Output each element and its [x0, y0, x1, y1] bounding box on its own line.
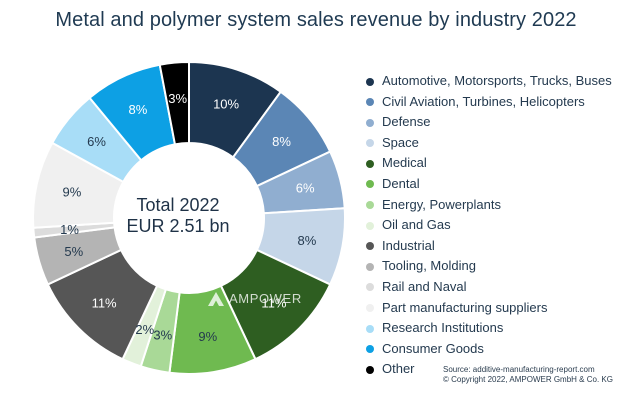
source-line: Source: additive-manufacturing-report.co… [443, 365, 595, 374]
legend-item-space: Space [366, 133, 612, 154]
legend-item-oil-and-gas: Oil and Gas [366, 215, 612, 236]
slice-label-other: 3% [168, 91, 187, 106]
center-total-value: EUR 2.51 bn [126, 216, 230, 236]
legend-swatch [366, 304, 374, 313]
slice-group [32, 60, 346, 375]
legend-swatch [366, 242, 374, 251]
legend-label: Automotive, Motorsports, Trucks, Buses [382, 73, 612, 88]
legend-label: Dental [382, 175, 420, 191]
legend-item-consumer-goods: Consumer Goods [366, 339, 612, 360]
legend-item-other: Other [366, 359, 612, 380]
legend-label: Energy, Powerplants [382, 196, 501, 212]
slice-label-energy-powerplants: 3% [153, 328, 172, 343]
slice-label-part-manufacturing-suppliers: 9% [63, 184, 82, 199]
legend-label: Defense [382, 114, 431, 130]
slice-label-group: 10%8%6%8%11%9%3%2%11%5%1%9%6%8%3% [60, 91, 317, 344]
chart-title: Metal and polymer system sales revenue b… [55, 9, 577, 31]
legend-item-defense: Defense [366, 112, 612, 133]
slice-label-tooling-molding: 5% [64, 244, 83, 259]
slice-label-defense: 6% [296, 181, 315, 196]
legend-swatch [366, 201, 374, 210]
legend-swatch [366, 365, 374, 374]
legend-swatch [366, 159, 374, 168]
slice-label-oil-and-gas: 2% [135, 322, 154, 337]
legend-swatch [366, 98, 374, 107]
ampower-watermark: AMPOWER [208, 291, 302, 306]
legend-swatch [366, 324, 374, 333]
legend-item-automotive-motorsports-trucks-buses: Automotive, Motorsports, Trucks, Buses [366, 71, 612, 92]
legend-swatch [366, 139, 374, 148]
slice-label-research-institutions: 6% [87, 134, 106, 149]
legend-label: Part manufacturing suppliers [382, 299, 548, 315]
slice-label-space: 8% [298, 233, 317, 248]
legend-label: Space [382, 134, 419, 150]
legend-item-dental: Dental [366, 174, 612, 195]
legend-item-tooling-molding: Tooling, Molding [366, 256, 612, 277]
legend-swatch [366, 180, 374, 189]
legend-swatch [366, 118, 374, 127]
legend-swatch [366, 283, 374, 292]
chart-legend: Automotive, Motorsports, Trucks, Buses Ci… [366, 71, 612, 380]
slice-label-industrial: 11% [92, 295, 117, 310]
legend-label: Tooling, Molding [382, 258, 476, 274]
legend-item-research-institutions: Research Institutions [366, 318, 612, 339]
legend-label: Civil Aviation, Turbines, Helicopters [382, 93, 585, 109]
slice-label-civil-aviation-turbines-helicopters: 8% [272, 134, 291, 149]
legend-label: Other [382, 361, 415, 377]
slice-label-dental: 9% [198, 329, 217, 344]
slice-label-medical: 11% [261, 295, 286, 310]
copyright-line: © Copyright 2022, AMPOWER GmbH & Co. KG [443, 375, 613, 384]
source-note: Source: additive-manufacturing-report.co… [443, 365, 613, 385]
center-total-label: Total 2022 [136, 195, 220, 215]
slice-label-automotive-motorsports-trucks-buses: 10% [213, 96, 239, 111]
legend-item-civil-aviation-turbines-helicopters: Civil Aviation, Turbines, Helicopters [366, 92, 612, 113]
slice-other [158, 60, 190, 146]
legend-label: Industrial [382, 237, 435, 253]
ampower-logo-icon [208, 291, 224, 306]
legend-swatch [366, 77, 374, 86]
legend-label: Rail and Naval [382, 278, 467, 294]
legend-label: Oil and Gas [382, 217, 451, 233]
legend-swatch [366, 262, 374, 271]
legend-item-energy-powerplants: Energy, Powerplants [366, 195, 612, 216]
donut-center-label: Total 2022 EUR 2.51 bn [108, 195, 248, 237]
legend-item-industrial: Industrial [366, 236, 612, 257]
watermark-brand-text: AMPOWER [229, 291, 302, 306]
legend-item-rail-and-naval: Rail and Naval [366, 277, 612, 298]
legend-label: Research Institutions [382, 320, 504, 336]
legend-swatch [366, 345, 374, 354]
legend-item-medical: Medical [366, 153, 612, 174]
legend-label: Consumer Goods [382, 340, 484, 356]
slice-label-consumer-goods: 8% [129, 102, 148, 117]
legend-label: Medical [382, 155, 427, 171]
legend-item-part-manufacturing-suppliers: Part manufacturing suppliers [366, 298, 612, 319]
legend-swatch [366, 221, 374, 230]
slice-label-rail-and-naval: 1% [60, 222, 79, 237]
